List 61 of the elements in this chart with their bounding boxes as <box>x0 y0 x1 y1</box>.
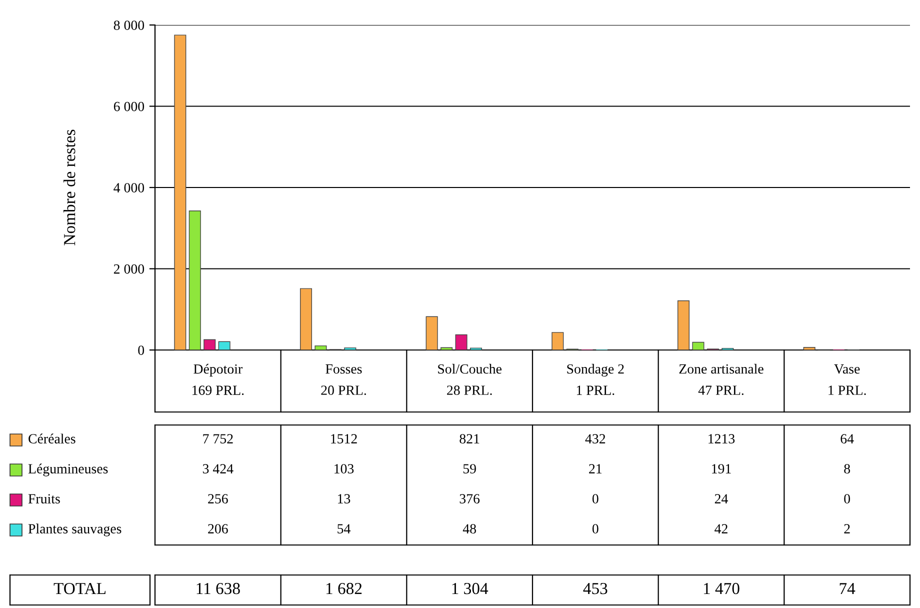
data-label: 7 752 <box>203 434 233 444</box>
data-label: 42 <box>714 524 728 534</box>
bar <box>426 316 438 350</box>
data-label: 13 <box>338 494 350 504</box>
text: TOTAL <box>54 582 106 594</box>
y-tick-label: 6 000 <box>114 102 144 112</box>
data-label: 1512 <box>331 434 357 444</box>
y-tick-label: 8 000 <box>114 20 144 30</box>
data-label: 376 <box>460 494 480 504</box>
bar <box>204 339 216 350</box>
text: 11 638 <box>196 582 240 594</box>
data-label: 59 <box>463 464 476 474</box>
data-label: 821 <box>460 434 480 444</box>
data-label: 206 <box>208 524 228 534</box>
text: 1 470 <box>704 582 740 594</box>
bar <box>455 334 468 350</box>
data-label: 256 <box>208 494 228 504</box>
y-tick-label: 4 000 <box>114 183 144 192</box>
bar <box>344 347 356 350</box>
y-axis-title: Nombre de restes <box>63 130 76 246</box>
bar <box>440 347 453 350</box>
bar <box>314 345 327 350</box>
data-label: 24 <box>714 494 728 504</box>
bar <box>188 210 201 350</box>
bar <box>803 347 816 350</box>
data-label: 54 <box>338 524 350 534</box>
data-label: 0 <box>844 494 850 504</box>
bar <box>677 300 690 350</box>
y-tick-label: 2 000 <box>114 264 144 274</box>
data-label: 3 424 <box>202 464 234 474</box>
data-label: 191 <box>712 464 731 474</box>
data-label: 48 <box>462 524 476 534</box>
x-tick-label: Zone artisanale 47 PRL. <box>679 364 764 395</box>
legend-label: Céréales <box>28 434 76 444</box>
data-label: 8 <box>844 464 850 474</box>
legend-label: Fruits <box>28 494 60 504</box>
text: 74 <box>840 583 856 594</box>
x-tick-label: Sol/Couche 28 PRL. <box>438 364 502 395</box>
data-label: 1213 <box>708 434 735 444</box>
data-label: 2 <box>844 524 850 534</box>
bar <box>552 332 564 350</box>
y-tick-label: 0 <box>138 346 144 355</box>
bar <box>174 34 186 350</box>
data-label: 21 <box>589 464 602 474</box>
bar <box>218 341 230 350</box>
data-label: 64 <box>840 434 854 444</box>
bar <box>300 288 312 350</box>
text: 1 682 <box>326 582 362 594</box>
x-tick-label: Sondage 2 1 PRL. <box>567 364 624 396</box>
data-label: 432 <box>585 434 606 444</box>
legend-label: Plantes sauvages <box>28 524 122 536</box>
text: 453 <box>583 582 608 594</box>
legend-label: Légumineuses <box>28 464 108 476</box>
bar <box>692 342 704 350</box>
x-tick-label: Vase 1 PRL. <box>828 364 866 395</box>
data-label: 0 <box>592 524 598 534</box>
data-label: 103 <box>334 464 354 474</box>
x-tick-label: Fosses 20 PRL. <box>321 364 366 395</box>
text: 1 304 <box>452 582 488 594</box>
x-tick-label: Dépotoir 169 PRL. <box>192 364 244 396</box>
data-label: 0 <box>592 494 598 504</box>
